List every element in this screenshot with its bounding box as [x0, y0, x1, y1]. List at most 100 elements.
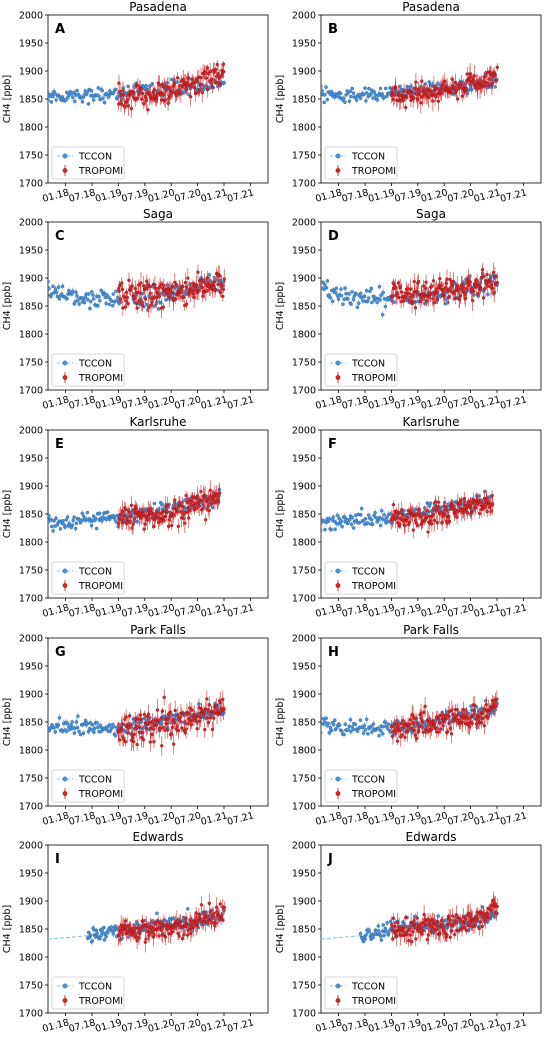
legend-tropomi-marker	[62, 375, 68, 380]
y-tick-label: 1950	[19, 454, 43, 465]
legend-tropomi-label: TROPOMI	[351, 166, 396, 177]
tccon-point	[325, 97, 330, 102]
tropomi-point	[214, 74, 219, 79]
tropomi-point	[180, 726, 184, 730]
x-tick-label: 01.20	[420, 810, 449, 828]
tropomi-point	[218, 274, 222, 278]
tccon-point	[114, 289, 118, 294]
x-tick-label: 07.18	[341, 602, 370, 620]
tccon-point	[369, 517, 374, 522]
tropomi-point	[150, 300, 154, 304]
tropomi-point	[123, 740, 128, 744]
tropomi-point	[166, 503, 170, 508]
x-tick-label: 01.18	[314, 394, 343, 412]
tccon-point	[152, 501, 157, 506]
x-tick-label: 01.21	[473, 394, 502, 412]
tropomi-point	[143, 297, 148, 301]
tropomi-point	[142, 101, 146, 106]
tropomi-point	[447, 519, 452, 524]
legend-tropomi-marker	[62, 168, 68, 173]
tccon-point	[332, 722, 336, 727]
tropomi-point	[201, 294, 205, 298]
x-tick-label: 07.19	[120, 394, 149, 412]
legend-tropomi-label: TROPOMI	[351, 581, 396, 592]
tropomi-point	[408, 287, 413, 291]
tccon-point	[75, 294, 79, 298]
x-tick-label: 07.19	[120, 187, 149, 205]
tropomi-point	[208, 69, 212, 74]
tccon-point	[383, 86, 388, 91]
tropomi-point	[174, 297, 178, 301]
x-tick-label: 07.19	[393, 187, 422, 205]
x-tick-label: 01.20	[147, 602, 176, 620]
x-tick-label: 07.21	[499, 187, 528, 205]
y-axis-label: CH4 [ppb]	[275, 75, 286, 123]
tccon-point	[114, 87, 118, 92]
plot-area	[321, 63, 499, 114]
x-tick-label: 01.18	[41, 187, 70, 205]
y-tick-label: 1900	[19, 67, 43, 78]
tropomi-point	[126, 104, 131, 108]
tccon-point	[97, 298, 102, 303]
legend-tropomi-marker	[62, 583, 68, 588]
tropomi-point	[157, 719, 161, 723]
tccon-point	[368, 289, 372, 294]
tropomi-point	[130, 284, 134, 288]
x-tick-label: 01.18	[314, 810, 343, 828]
tccon-point	[107, 723, 112, 727]
x-tick-label: 07.20	[446, 810, 475, 828]
tropomi-point	[482, 83, 487, 88]
tropomi-point	[212, 70, 216, 75]
x-tick-label: 01.19	[367, 187, 396, 205]
y-tick-label: 1800	[19, 538, 43, 549]
tccon-point	[347, 99, 352, 103]
tccon-point	[352, 294, 356, 299]
tropomi-point	[196, 270, 200, 274]
tropomi-point	[485, 509, 489, 514]
tccon-point	[361, 299, 365, 303]
tropomi-point	[180, 284, 185, 289]
y-tick-label: 1950	[292, 662, 316, 673]
x-tick-label: 01.19	[94, 187, 123, 205]
tccon-point	[71, 95, 75, 100]
tropomi-point	[126, 731, 130, 735]
tccon-point	[341, 302, 345, 306]
tropomi-point	[141, 303, 145, 308]
tccon-point	[105, 725, 110, 729]
tropomi-point	[120, 287, 125, 292]
tropomi-point	[158, 727, 163, 731]
series-tropomi	[389, 489, 495, 539]
tropomi-point	[459, 498, 463, 502]
tccon-point	[96, 725, 100, 730]
tropomi-point	[470, 511, 474, 515]
tropomi-point	[454, 296, 458, 301]
tccon-point	[48, 279, 50, 284]
y-tick-label: 1950	[19, 39, 43, 50]
tropomi-point	[394, 86, 398, 91]
tccon-point	[53, 730, 58, 734]
tccon-point	[350, 515, 354, 520]
y-tick-label: 1850	[19, 95, 43, 106]
legend-tropomi-label: TROPOMI	[78, 789, 123, 800]
tropomi-point	[216, 282, 220, 287]
tropomi-point	[195, 727, 199, 731]
tccon-point	[333, 291, 338, 295]
tccon-point	[323, 283, 327, 287]
tccon-point	[336, 297, 341, 301]
tccon-point	[363, 86, 367, 90]
tropomi-point	[494, 79, 498, 83]
tccon-point	[355, 305, 360, 310]
tccon-point	[73, 526, 78, 531]
tccon-point	[94, 526, 99, 531]
y-tick-label: 1950	[292, 39, 316, 50]
tccon-point	[49, 524, 54, 529]
tccon-point	[49, 100, 54, 104]
tccon-point	[113, 733, 118, 738]
tropomi-point	[183, 521, 187, 525]
tccon-point	[385, 726, 390, 731]
tropomi-point	[426, 530, 430, 534]
tccon-point	[337, 516, 342, 521]
series-tropomi	[116, 480, 222, 535]
tccon-point	[53, 287, 58, 291]
tropomi-point	[476, 292, 480, 296]
